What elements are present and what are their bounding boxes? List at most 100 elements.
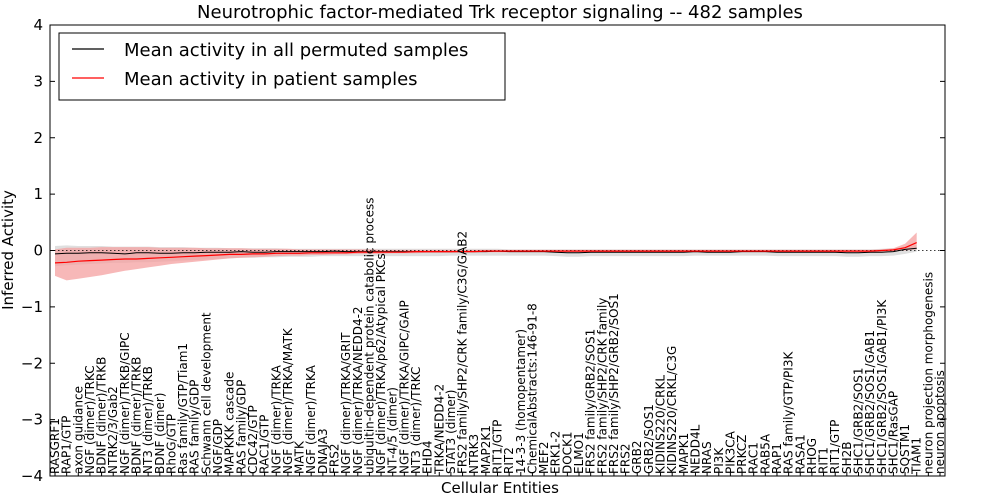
entity-label: KIDINS220/CRKL/C3G bbox=[665, 346, 679, 474]
y-axis-label: Inferred Activity bbox=[0, 190, 17, 310]
entity-label: PIK3CA bbox=[723, 430, 737, 474]
entity-label: TIAM1 bbox=[910, 437, 924, 475]
entity-label: NT3 (dimer)/TRKC bbox=[409, 367, 423, 474]
entity-label: NGF/GDP bbox=[211, 419, 225, 474]
y-tick-label: 1 bbox=[33, 185, 43, 203]
entity-label: SHC1/GRB2/SOS1 bbox=[852, 367, 866, 474]
patient-band bbox=[55, 232, 917, 281]
entity-label: DOCK1 bbox=[560, 431, 574, 474]
legend-frame bbox=[58, 32, 506, 101]
entity-label: neuron apoptosis bbox=[933, 370, 947, 474]
entity-label: GRB2 bbox=[630, 440, 644, 474]
entity-label: NT-4/5 (dimer) bbox=[386, 387, 400, 474]
entity-label: RIT2 bbox=[502, 447, 516, 474]
entity-label: BDNF (dimer) bbox=[153, 393, 167, 475]
entity-label: NGF (dimer)/TRKB/GIPC bbox=[118, 332, 132, 474]
y-tick-label: −1 bbox=[21, 298, 43, 316]
entity-label: SHC1/GRB2/SOS1/GAB1/PI3K bbox=[875, 299, 889, 474]
entity-label: NGF (dimer)/TRKA/GIPC/GAIP bbox=[397, 300, 411, 474]
entity-label: MEF2 bbox=[537, 442, 551, 474]
lines bbox=[50, 242, 945, 264]
entity-label: RAC1 bbox=[747, 442, 761, 474]
entity-label: RAP1/GTP bbox=[60, 416, 74, 474]
entity-label: NRAS bbox=[700, 441, 714, 474]
entity-label: RIT1/GTP bbox=[491, 420, 505, 474]
y-tick-label: −3 bbox=[21, 411, 43, 429]
entity-label: RAS family/GDP bbox=[234, 380, 248, 474]
y-tick-labels: 4 3 2 1 0 −1 −2 −3 −4 bbox=[21, 16, 43, 485]
entity-label: NT3 (dimer)/TRKB bbox=[141, 366, 155, 474]
entity-label: ERK1-2 bbox=[549, 431, 563, 474]
entity-label: FRS2 family/SHP2/GRB2/SOS1 bbox=[607, 293, 621, 474]
x-axis-label: Cellular Entities bbox=[441, 479, 559, 497]
y-tick-label: 3 bbox=[33, 72, 43, 90]
entity-label: PRKCZ bbox=[735, 435, 749, 474]
entity-label: RAC1/GTP bbox=[258, 415, 272, 474]
entity-label: SH2B bbox=[840, 441, 854, 474]
entity-label: FRS2 bbox=[619, 444, 633, 475]
entity-label: ELMO1 bbox=[572, 432, 586, 474]
entity-label: NTRK3 bbox=[467, 434, 481, 474]
entity-label: MAPKKK cascade bbox=[223, 372, 237, 474]
entity-label: PI3K bbox=[712, 447, 726, 474]
y-tick-label: 2 bbox=[33, 129, 43, 147]
entity-label: RAB5A bbox=[758, 433, 772, 474]
entity-label: STAT3 (dimer) bbox=[444, 390, 458, 474]
entity-label: MATK bbox=[293, 440, 307, 474]
entity-label: MAP2K1 bbox=[479, 425, 493, 474]
entity-label: Ras family/GTP/Tiam1 bbox=[176, 343, 190, 474]
y-tick-label: −4 bbox=[21, 467, 43, 485]
entity-label: KIDINS220/CRKL bbox=[654, 375, 668, 474]
entity-label: NGF (dimer)/TRKA bbox=[269, 364, 283, 474]
entity-label: RHOG bbox=[805, 438, 819, 474]
entity-label: NEDD4L bbox=[689, 424, 703, 474]
patient-mean-line bbox=[54, 242, 917, 264]
entity-label: SHC1/RasGAP bbox=[886, 391, 900, 474]
entity-label: RhoG/GTP bbox=[164, 414, 178, 474]
entity-label: 14-3-3 (homopentamer) bbox=[514, 329, 528, 474]
entity-label: BDNF (dimer)/TRKB bbox=[95, 357, 109, 474]
entity-label: FRS2 family/GRB2/SOS1 bbox=[584, 329, 598, 474]
entity-label: neuron projection morphogenesis bbox=[921, 272, 935, 474]
y-tick-label: 0 bbox=[33, 242, 43, 260]
entity-label: GRB2/SOS1 bbox=[642, 404, 656, 474]
entity-label: FRS2 family/SHP2/CRK family bbox=[595, 298, 609, 474]
entity-label: ubiquitin-dependent protein catabolic pr… bbox=[362, 198, 376, 474]
entity-label: RASGRF1 bbox=[48, 418, 62, 474]
entity-label: NGF (dimer)/TRKA bbox=[304, 364, 318, 474]
entity-label: BDNF (dimer)/TRKB bbox=[130, 357, 144, 474]
ticks bbox=[50, 24, 945, 477]
entity-label: CDC42/GTP bbox=[246, 405, 260, 474]
entity-label: Schwann cell development bbox=[199, 312, 213, 474]
legend-label-permuted: Mean activity in all permuted samples bbox=[124, 40, 468, 61]
entity-label: NGF (dimer)/TRKA/MATK bbox=[281, 327, 295, 474]
entity-label: RIT1/GTP bbox=[828, 420, 842, 474]
legend-label-patient: Mean activity in patient samples bbox=[124, 69, 418, 90]
y-tick-label: −2 bbox=[21, 354, 43, 372]
entity-label: RAS family/GTP/PI3K bbox=[782, 351, 796, 474]
y-tick-label: 4 bbox=[33, 16, 43, 34]
legend: Mean activity in all permuted samples Me… bbox=[58, 32, 506, 101]
entity-label: NGF (dimer)/TRKA/NEDD4-2 bbox=[351, 306, 365, 474]
entity-label: RIT1 bbox=[817, 447, 831, 474]
entity-label: SQSTM1 bbox=[898, 424, 912, 474]
entity-label: axon guidance bbox=[71, 386, 85, 474]
chart-title: Neurotrophic factor-mediated Trk recepto… bbox=[197, 2, 803, 23]
entity-label: EHD4 bbox=[421, 441, 435, 474]
entity-label: DNAJA3 bbox=[316, 428, 330, 474]
entity-label: NTRK2/3/Gab2 bbox=[106, 386, 120, 474]
entity-label: TRKA/NEDD4-2 bbox=[432, 384, 446, 475]
entity-label: FRS2 bbox=[328, 444, 342, 475]
entity-label: NGF (dimer)/TRKA/p62/Atypical PKCs bbox=[374, 253, 388, 474]
entity-label: RASA1 bbox=[793, 434, 807, 474]
entity-label: RAP1 bbox=[770, 443, 784, 474]
entity-label: FRS2 family/SHP2/CRK family/C3G/GAB2 bbox=[456, 231, 470, 474]
entity-label: SHC1/GRB2/SOS1/GAB1 bbox=[863, 330, 877, 474]
entity-label: ChemicalAbstracts:146-91-8 bbox=[525, 303, 539, 474]
entity-label: RAS family/GDP bbox=[188, 380, 202, 474]
entity-label: NGF (dimer)/TRKA/GRIT bbox=[339, 332, 353, 474]
entity-label: MAPK1 bbox=[677, 433, 691, 474]
entity-label: NGF (dimer)/TRKC bbox=[83, 365, 97, 474]
